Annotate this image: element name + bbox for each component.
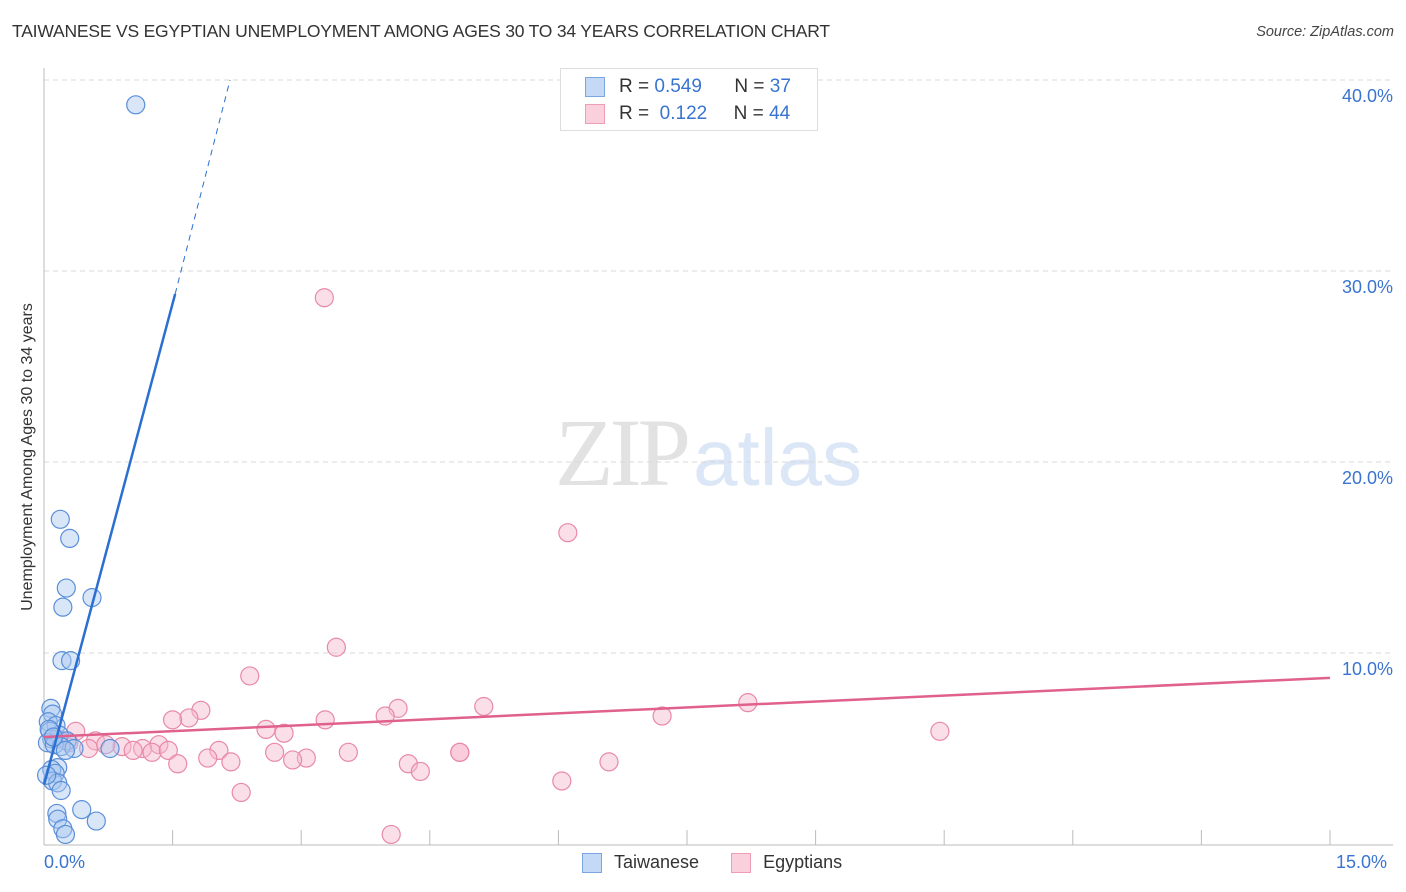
egyptians-point — [738, 693, 758, 713]
r-value: 0.549 — [654, 76, 702, 97]
taiwanese-trendline — [42, 293, 177, 786]
egyptians-point — [256, 719, 276, 740]
egyptians-point — [191, 700, 211, 720]
egyptians-point — [112, 736, 132, 757]
egyptians-swatch-icon — [585, 104, 605, 124]
source-label: Source: ZipAtlas.com — [1256, 24, 1394, 40]
egyptians-point — [450, 742, 470, 762]
egyptians-point — [283, 750, 303, 770]
trend-lines — [42, 79, 1331, 786]
legend-label-egyptians: Egyptians — [763, 852, 843, 872]
egyptians-point — [552, 771, 572, 791]
egyptians-point — [162, 710, 183, 730]
taiwanese-swatch-icon — [585, 77, 605, 97]
egyptians-point — [142, 742, 162, 762]
egyptians-point — [474, 696, 494, 717]
watermark: ZIPatlas — [555, 405, 862, 501]
egyptians-swatch-icon — [731, 852, 752, 873]
taiwanese-point — [50, 509, 70, 529]
egyptians-point — [398, 754, 418, 774]
y-tick-40: 40.0% — [1341, 86, 1393, 106]
taiwanese-swatch-icon — [582, 852, 602, 873]
r-label: R = — [619, 103, 650, 124]
legend-row-taiwanese: R = 0.549 N = 37 — [585, 75, 791, 99]
egyptians-point — [168, 754, 188, 774]
gridlines — [44, 79, 1393, 654]
x-tick-15: 15.0% — [1336, 852, 1388, 872]
egyptians-point — [158, 740, 178, 761]
taiwanese-trendline-extension — [174, 79, 231, 295]
taiwanese-point — [60, 528, 80, 549]
n-value: 44 — [769, 103, 791, 124]
legend-row-egyptians: R = 0.122 N = 44 — [585, 102, 790, 126]
egyptians-point — [240, 666, 260, 686]
egyptians-point — [338, 742, 358, 762]
taiwanese-point — [56, 578, 76, 598]
egyptians-point — [326, 637, 346, 657]
n-label: N = — [734, 76, 765, 97]
egyptians-point — [179, 708, 199, 728]
egyptians-point — [149, 735, 169, 755]
y-tick-20: 20.0% — [1341, 468, 1393, 488]
taiwanese-point — [48, 809, 68, 829]
egyptians-point — [265, 742, 285, 762]
y-tick-30: 30.0% — [1341, 277, 1393, 297]
correlation-legend: R = 0.549 N = 37 R = 0.122 N = 44 — [560, 68, 818, 131]
egyptians-point — [652, 706, 672, 726]
egyptians-point — [209, 740, 229, 761]
taiwanese-point — [55, 824, 76, 845]
taiwanese-point — [126, 95, 146, 115]
x-tick-0: 0.0% — [44, 852, 86, 872]
egyptians-trendline — [43, 676, 1331, 739]
egyptians-point — [231, 782, 251, 803]
n-label: N = — [733, 103, 764, 124]
egyptians-point — [599, 752, 619, 772]
legend-item-egyptians[interactable]: Egyptians — [731, 852, 842, 873]
taiwanese-point — [55, 740, 76, 761]
egyptians-point — [410, 761, 430, 782]
egyptians-point — [314, 288, 334, 308]
egyptians-point — [930, 721, 950, 741]
egyptians-point — [315, 710, 335, 730]
n-value: 37 — [769, 76, 791, 97]
chart-title: TAIWANESE VS EGYPTIAN UNEMPLOYMENT AMONG… — [12, 21, 830, 41]
egyptians-point — [132, 738, 153, 759]
taiwanese-point — [86, 811, 106, 831]
egyptians-point — [558, 523, 578, 543]
egyptians-point — [274, 723, 294, 743]
egyptians-point — [381, 824, 401, 845]
taiwanese-point — [100, 738, 120, 759]
taiwanese-point — [51, 780, 71, 801]
watermark-atlas: atlas — [693, 413, 862, 502]
series-legend: Taiwanese Egyptians — [582, 852, 874, 873]
egyptians-point — [198, 748, 218, 768]
egyptians-points — [48, 288, 950, 845]
taiwanese-point — [53, 597, 73, 617]
y-tick-10: 10.0% — [1341, 659, 1393, 679]
egyptians-point — [221, 752, 241, 772]
legend-item-taiwanese[interactable]: Taiwanese — [582, 852, 699, 873]
watermark-zip: ZIP — [555, 399, 691, 506]
legend-label-taiwanese: Taiwanese — [614, 852, 700, 872]
taiwanese-point — [72, 800, 92, 820]
egyptians-point — [123, 740, 143, 761]
r-value: 0.122 — [659, 103, 708, 124]
r-label: R = — [619, 76, 650, 97]
